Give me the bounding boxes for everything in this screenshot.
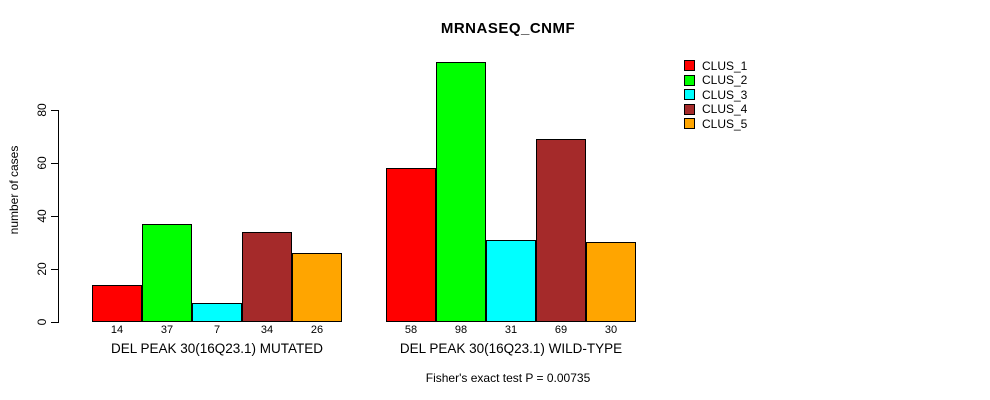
bar-value-label: 7 xyxy=(213,324,221,336)
y-tick-mark xyxy=(51,110,59,111)
bar-value-label: 30 xyxy=(604,324,618,336)
y-tick-label: 20 xyxy=(35,262,49,276)
bar-value-label: 26 xyxy=(310,324,324,336)
bar-value-label: 14 xyxy=(110,324,124,336)
bar-clus_3-group2 xyxy=(486,240,536,322)
bar-value-label: 34 xyxy=(260,324,274,336)
legend-label-clus_1: CLUS_1 xyxy=(702,58,748,73)
group-label-1: DEL PEAK 30(16Q23.1) MUTATED xyxy=(110,341,324,356)
legend-swatch-clus_1 xyxy=(684,60,695,71)
bar-clus_2-group2 xyxy=(436,62,486,322)
legend-label-clus_5: CLUS_5 xyxy=(702,116,748,131)
bar-clus_2-group1 xyxy=(142,224,192,322)
legend-swatch-clus_3 xyxy=(684,89,695,100)
bar-value-label: 58 xyxy=(404,324,418,336)
y-tick-mark xyxy=(51,322,59,323)
y-tick-mark xyxy=(51,163,59,164)
bar-clus_5-group2 xyxy=(586,242,636,322)
bar-value-label: 31 xyxy=(504,324,518,336)
bar-value-label: 37 xyxy=(160,324,174,336)
y-tick-mark xyxy=(51,269,59,270)
y-tick-label: 60 xyxy=(35,156,49,170)
y-tick-label: 40 xyxy=(35,209,49,223)
caption-fishers-test: Fisher's exact test P = 0.00735 xyxy=(425,371,591,385)
bar-clus_5-group1 xyxy=(292,253,342,322)
chart-title: MRNASEQ_CNMF xyxy=(440,20,576,37)
y-tick-label: 0 xyxy=(35,318,49,326)
bar-value-label: 69 xyxy=(554,324,568,336)
legend-label-clus_4: CLUS_4 xyxy=(702,102,748,116)
bar-clus_4-group1 xyxy=(242,232,292,322)
bar-clus_1-group1 xyxy=(92,285,142,322)
group-label-2: DEL PEAK 30(16Q23.1) WILD-TYPE xyxy=(399,341,623,356)
legend-label-clus_2: CLUS_2 xyxy=(702,73,748,87)
legend-label-clus_3: CLUS_3 xyxy=(702,87,748,102)
legend-swatch-clus_5 xyxy=(684,118,695,129)
bar-clus_4-group2 xyxy=(536,139,586,322)
legend-swatch-clus_4 xyxy=(684,103,695,115)
legend-swatch-clus_2 xyxy=(684,74,695,86)
y-tick-label: 80 xyxy=(35,103,49,117)
bar-value-label: 98 xyxy=(454,324,468,336)
y-tick-mark xyxy=(51,216,59,217)
bar-clus_3-group1 xyxy=(192,303,242,322)
y-axis-label: number of cases xyxy=(7,145,21,235)
bar-clus_1-group2 xyxy=(386,168,436,322)
